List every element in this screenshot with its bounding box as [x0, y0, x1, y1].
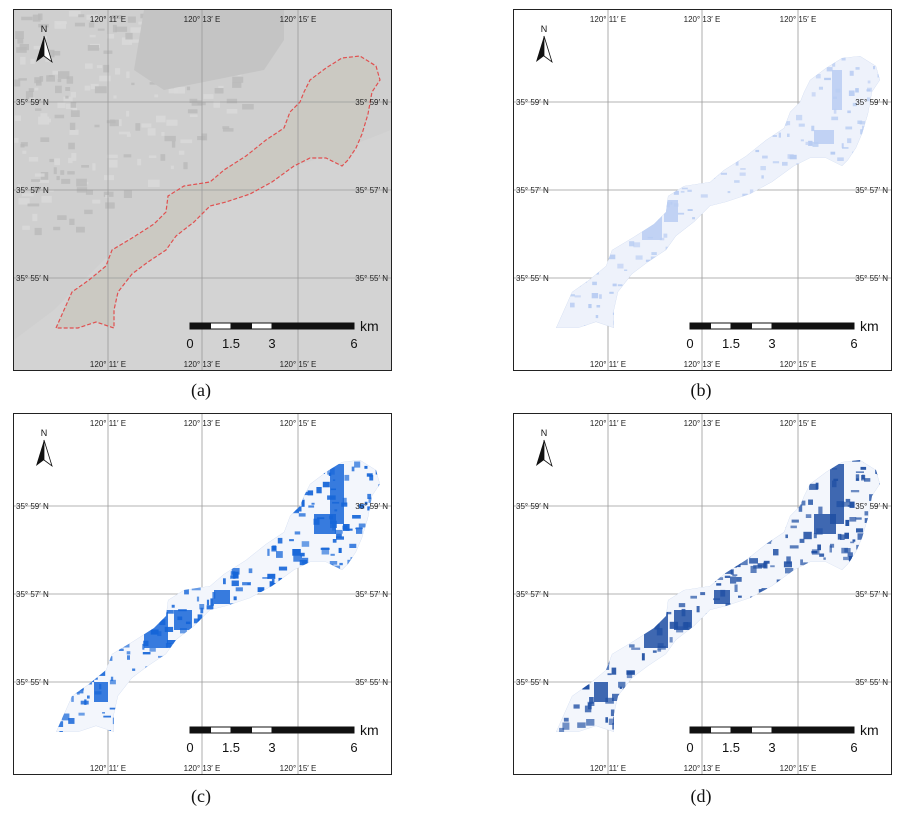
lon-label-bottom: 120° 11′ E: [90, 764, 126, 773]
lon-label-top: 120° 11′ E: [90, 15, 126, 24]
map-canvas-d: 120° 11′ E 120° 11′ E 120° 13′ E 120° 13′ E…: [514, 414, 891, 774]
lon-label-top: 120° 13′ E: [684, 419, 721, 428]
lat-label-left: 35° 55′ N: [16, 274, 49, 283]
svg-text:N: N: [541, 24, 548, 34]
lon-label-top: 120° 13′ E: [184, 15, 221, 24]
map-canvas-b: 120° 11′ E 120° 11′ E 120° 13′ E 120° 13′ E…: [514, 10, 891, 370]
lat-label-right: 35° 55′ N: [855, 678, 888, 687]
svg-text:N: N: [41, 24, 48, 34]
scale-bar: 0 1.5 3 6km: [686, 318, 878, 351]
map-panel-c: 120° 11′ E 120° 11′ E 120° 13′ E 120° 13′ E…: [13, 413, 392, 775]
scale-tick-label: 1.5: [222, 336, 240, 351]
lat-label-left: 35° 57′ N: [516, 590, 549, 599]
map-panel-d: 120° 11′ E 120° 11′ E 120° 13′ E 120° 13′ E…: [513, 413, 892, 775]
lon-label-top: 120° 15′ E: [780, 419, 817, 428]
lat-label-left: 35° 59′ N: [16, 502, 49, 511]
lon-label-bottom: 120° 13′ E: [684, 360, 721, 369]
lat-label-left: 35° 55′ N: [516, 678, 549, 687]
lat-label-left: 35° 55′ N: [516, 274, 549, 283]
caption-d: (d): [690, 786, 712, 806]
lon-label-top: 120° 13′ E: [684, 15, 721, 24]
scale-tick-label: 3: [268, 336, 275, 351]
map-panel-b: 120° 11′ E 120° 11′ E 120° 13′ E 120° 13′ E…: [513, 9, 892, 371]
scale-tick-label: 3: [768, 740, 775, 755]
scale-tick-label: 3: [768, 336, 775, 351]
lat-label-left: 35° 59′ N: [516, 502, 549, 511]
lon-label-top: 120° 15′ E: [280, 419, 317, 428]
lon-label-top: 120° 11′ E: [590, 419, 626, 428]
lat-label-left: 35° 57′ N: [16, 590, 49, 599]
map-canvas-c: 120° 11′ E 120° 11′ E 120° 13′ E 120° 13′ E…: [14, 414, 391, 774]
lon-label-top: 120° 11′ E: [590, 15, 626, 24]
lon-label-bottom: 120° 11′ E: [590, 764, 626, 773]
port-area: [134, 10, 284, 90]
scale-tick-label: 0: [186, 740, 193, 755]
lat-label-right: 35° 57′ N: [355, 590, 388, 599]
graticule: [14, 10, 391, 370]
svg-text:N: N: [541, 428, 548, 438]
scale-unit-label: km: [360, 722, 379, 738]
lat-label-left: 35° 57′ N: [16, 186, 49, 195]
lon-label-bottom: 120° 15′ E: [280, 764, 317, 773]
lon-label-top: 120° 11′ E: [90, 419, 126, 428]
caption-a: (a): [191, 380, 211, 400]
scale-unit-label: km: [860, 318, 879, 334]
lat-label-right: 35° 55′ N: [855, 274, 888, 283]
scale-tick-label: 3: [268, 740, 275, 755]
scale-bar: 0 1.5 3 6km: [186, 318, 378, 351]
lat-label-right: 35° 59′ N: [355, 98, 388, 107]
scale-tick-label: 0: [686, 336, 693, 351]
lon-label-top: 120° 15′ E: [280, 15, 317, 24]
scale-tick-label: 6: [350, 740, 357, 755]
map-panel-a: 120° 11′ E 120° 11′ E 120° 13′ E 120° 13′ E…: [13, 9, 392, 371]
north-arrow-icon: N: [536, 428, 553, 468]
lon-label-bottom: 120° 13′ E: [684, 764, 721, 773]
lon-label-bottom: 120° 15′ E: [280, 360, 317, 369]
caption-b: (b): [690, 380, 712, 400]
scale-tick-label: 6: [350, 336, 357, 351]
lat-label-right: 35° 57′ N: [855, 590, 888, 599]
scale-bar: 0 1.5 3 6km: [686, 722, 878, 755]
lon-label-bottom: 120° 13′ E: [184, 764, 221, 773]
scale-tick-label: 6: [850, 336, 857, 351]
scale-tick-label: 1.5: [722, 740, 740, 755]
lat-label-left: 35° 55′ N: [16, 678, 49, 687]
lat-label-right: 35° 57′ N: [355, 186, 388, 195]
lon-label-bottom: 120° 11′ E: [590, 360, 626, 369]
north-arrow-icon: N: [36, 24, 53, 64]
scale-bar: 0 1.5 3 6km: [186, 722, 378, 755]
scale-tick-label: 0: [686, 740, 693, 755]
lon-label-top: 120° 13′ E: [184, 419, 221, 428]
north-arrow-icon: N: [36, 428, 53, 468]
lat-label-right: 35° 59′ N: [355, 502, 388, 511]
north-arrow-icon: N: [536, 24, 553, 64]
urban-texture: [14, 10, 254, 236]
lat-label-right: 35° 59′ N: [855, 502, 888, 511]
lon-label-bottom: 120° 13′ E: [184, 360, 221, 369]
peninsula-land: [56, 56, 380, 328]
lat-label-right: 35° 57′ N: [855, 186, 888, 195]
lat-label-right: 35° 55′ N: [355, 678, 388, 687]
scale-unit-label: km: [860, 722, 879, 738]
lat-label-left: 35° 59′ N: [16, 98, 49, 107]
lat-label-left: 35° 59′ N: [516, 98, 549, 107]
scale-tick-label: 6: [850, 740, 857, 755]
scale-tick-label: 0: [186, 336, 193, 351]
lat-label-right: 35° 59′ N: [855, 98, 888, 107]
svg-text:N: N: [41, 428, 48, 438]
lat-label-right: 35° 55′ N: [355, 274, 388, 283]
scale-unit-label: km: [360, 318, 379, 334]
lon-label-bottom: 120° 15′ E: [780, 360, 817, 369]
caption-c: (c): [191, 786, 211, 806]
scale-tick-label: 1.5: [722, 336, 740, 351]
lon-label-bottom: 120° 15′ E: [780, 764, 817, 773]
map-canvas-a: 120° 11′ E 120° 11′ E 120° 13′ E 120° 13′ E…: [14, 10, 391, 370]
study-area-boundary: [55, 55, 381, 329]
scale-tick-label: 1.5: [222, 740, 240, 755]
lat-label-left: 35° 57′ N: [516, 186, 549, 195]
lon-label-top: 120° 15′ E: [780, 15, 817, 24]
lon-label-bottom: 120° 11′ E: [90, 360, 126, 369]
